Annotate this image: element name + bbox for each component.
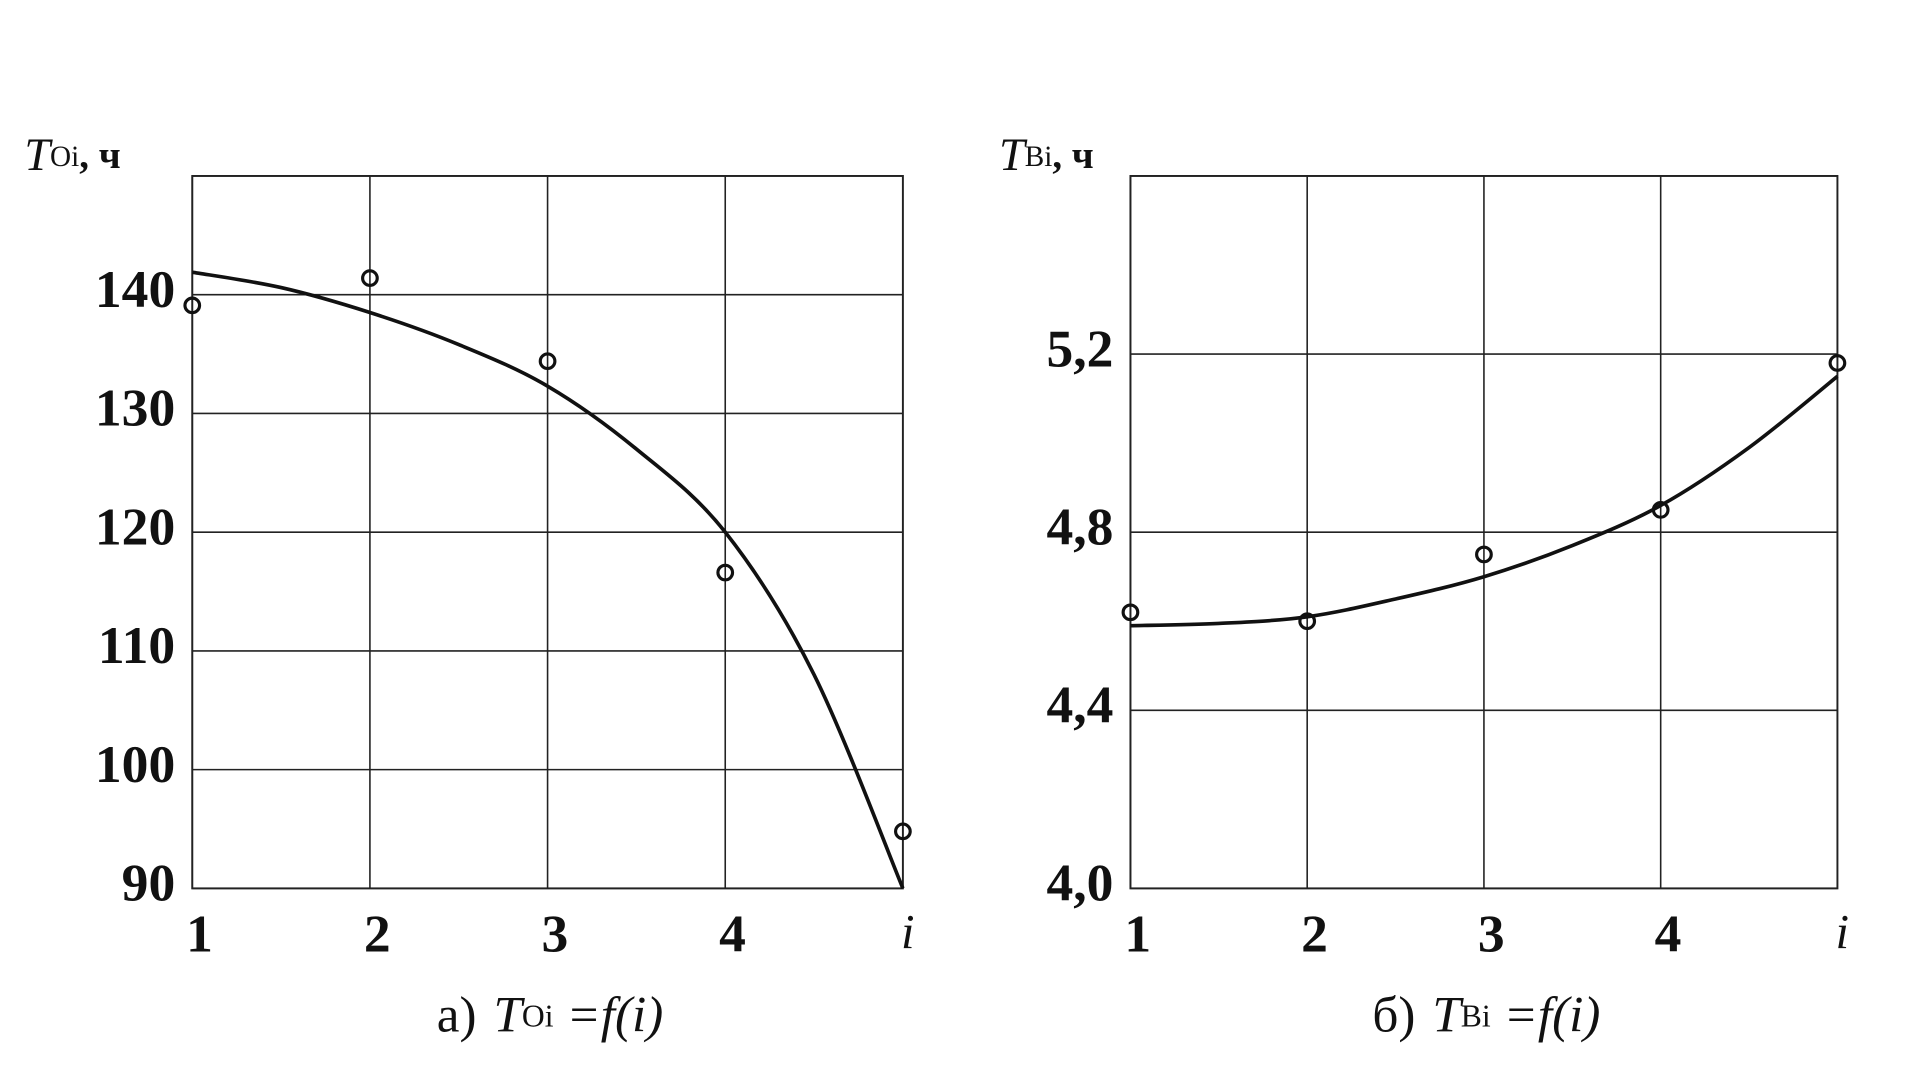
x-tick-label: 3 (1478, 904, 1505, 964)
caption: б) TВi =f(i) (1372, 987, 1600, 1043)
y-tick-label: 120 (95, 496, 175, 556)
data-point (1298, 612, 1317, 631)
caption-main: T (494, 987, 526, 1043)
data-point (183, 296, 202, 315)
y-tick-label: 100 (95, 734, 175, 794)
x-tick-label: 3 (541, 904, 568, 964)
y-tick-label: 140 (95, 259, 175, 319)
fit-curve (191, 270, 905, 890)
y-tick-label: 110 (98, 615, 175, 675)
y-label-unit: , ч (1052, 134, 1093, 177)
data-point (894, 822, 912, 841)
caption-prefix: а) (437, 987, 477, 1043)
y-axis-label: TOi, ч (24, 129, 120, 180)
x-tick-label: 4 (1655, 904, 1682, 964)
x-axis-label: i (901, 905, 915, 959)
fit-curve (1130, 374, 1839, 628)
x-axis-label: i (1836, 905, 1850, 959)
caption-rest: =f(i) (554, 987, 664, 1043)
x-tick-label: 1 (186, 904, 213, 964)
caption-sub: Вi (1461, 999, 1491, 1034)
y-label-sub: Oi (50, 141, 79, 173)
y-label-unit: , ч (79, 134, 120, 177)
y-tick-label: 4,4 (1046, 675, 1113, 735)
y-tick-label: 90 (122, 853, 176, 913)
caption-main: T (1432, 987, 1464, 1043)
y-label-sub: Вi (1025, 141, 1053, 173)
y-tick-label: 4,0 (1046, 853, 1113, 913)
y-label-main: T (24, 129, 53, 180)
y-axis-label: TВi, ч (999, 129, 1094, 180)
y-tick-label: 130 (95, 378, 175, 438)
caption: а) TOi =f(i) (437, 987, 663, 1043)
y-tick-label: 4,8 (1046, 496, 1113, 556)
y-tick-label: 5,2 (1046, 318, 1113, 378)
caption-rest: =f(i) (1491, 987, 1601, 1043)
y-label-main: T (999, 129, 1028, 180)
data-point (1828, 354, 1847, 372)
x-tick-label: 2 (364, 904, 391, 964)
data-point (1121, 603, 1140, 622)
data-point (538, 352, 557, 371)
caption-prefix: б) (1372, 987, 1415, 1043)
data-point (361, 269, 379, 287)
caption-sub: Oi (522, 999, 554, 1034)
data-point (1475, 545, 1493, 564)
x-tick-label: 2 (1301, 904, 1328, 964)
x-tick-label: 1 (1124, 904, 1151, 964)
data-point (716, 563, 735, 582)
x-tick-label: 4 (719, 904, 746, 964)
